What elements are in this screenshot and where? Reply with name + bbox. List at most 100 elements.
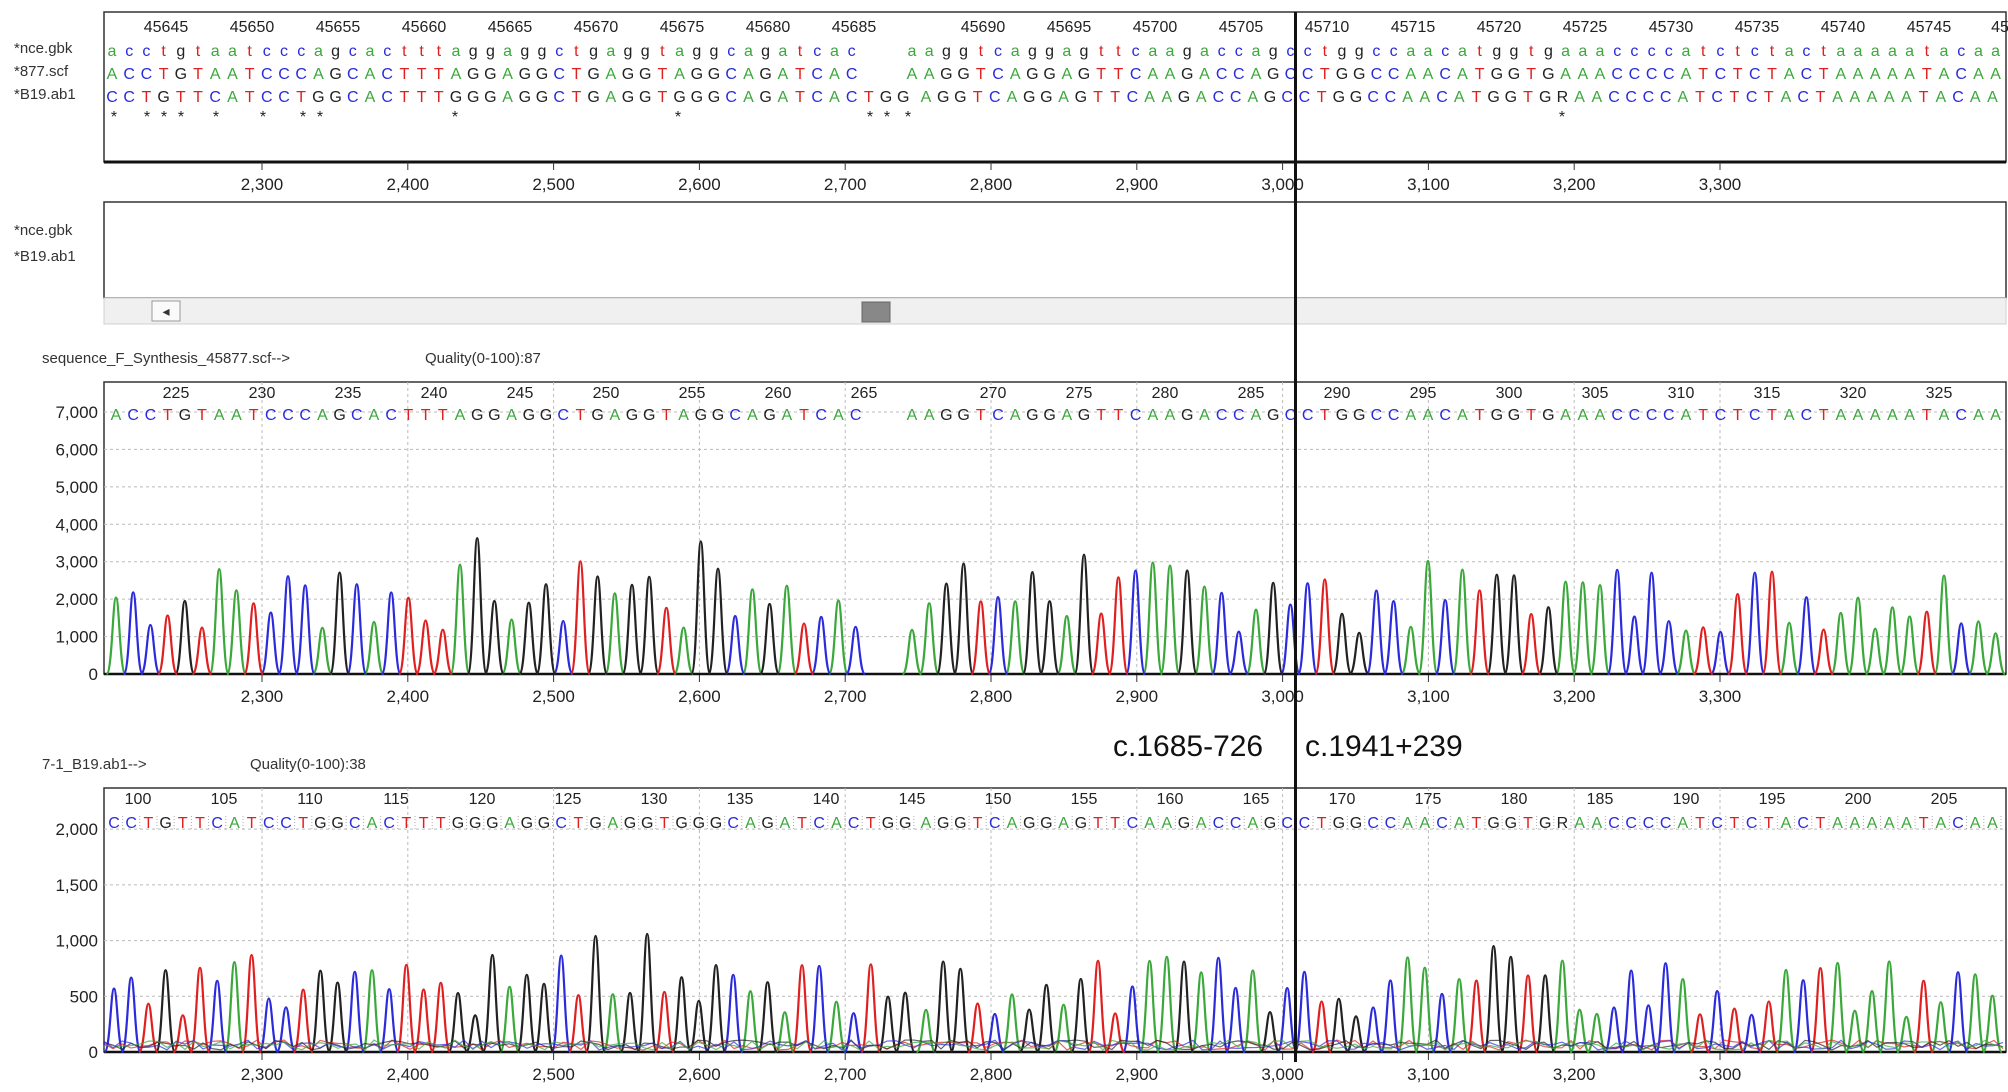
aligned-base: A [313,66,324,83]
overview-view[interactable]: ◂ [0,196,2008,336]
aligned-base: T [417,89,427,106]
base-position-number: 315 [1754,385,1781,402]
aligned-base: t [979,43,984,60]
base-position-number: 170 [1329,791,1356,808]
aligned-base: T [976,66,986,83]
aligned-base: A [1402,89,1413,106]
c-signal-trace [103,954,1969,1054]
aligned-base: A [1058,89,1069,106]
aligned-base: t [798,43,803,60]
t-signal-trace [157,560,1938,676]
ref-position-number: 45645 [144,19,189,36]
called-base: A [1419,815,1430,832]
aligned-base: a [1148,43,1157,60]
y-tick-label: 2,000 [55,820,98,839]
called-base: A [1574,815,1585,832]
called-base: C [989,815,1001,832]
aligned-base: c [125,43,133,60]
aligned-base: C [295,66,307,83]
called-base: G [710,815,722,832]
called-base: T [1317,815,1327,832]
called-base: G [1264,815,1276,832]
aligned-base: G [954,89,966,106]
axis-tick-label: 3,300 [1699,175,1742,194]
called-base: A [1061,407,1072,424]
align-row-label[interactable]: *B19.ab1 [14,86,76,103]
axis-tick-label: 2,600 [678,687,721,706]
chromatogram-2[interactable]: 2,000 1,500 1,000 500 0 2,300 2,400 2,500 2,600 2… [0,776,2008,1092]
aligned-base: G [157,89,169,106]
ref-position-number: 45680 [746,19,791,36]
ref-position-number: 45725 [1563,19,1608,36]
called-base: A [504,815,515,832]
aligned-base: g [692,43,701,60]
called-base: C [1213,815,1225,832]
alignment-view[interactable]: 45645 45650 45655 45660 45665 45670 45675 45680… [0,0,2008,200]
aligned-base: A [1591,89,1602,106]
aligned-base: g [538,43,547,60]
called-base: A [1591,815,1602,832]
called-base: G [643,407,655,424]
ref-position-number: 45650 [230,19,275,36]
align-row-label[interactable]: *877.scf [14,63,69,80]
aligned-base: G [1023,89,1035,106]
called-base: G [1350,815,1362,832]
called-base: G [540,407,552,424]
aligned-base: T [142,89,152,106]
aligned-base: A [1144,89,1155,106]
aligned-base: a [1682,43,1691,60]
aligned-base: A [1973,66,1984,83]
aligned-base: C [1952,89,1964,106]
aligned-base: C [1213,89,1225,106]
called-base: A [1251,407,1262,424]
aligned-base: C [1230,89,1242,106]
called-base: T [1767,407,1777,424]
aligned-base: T [193,89,203,106]
aligned-base: t [196,43,201,60]
aligned-base: A [829,89,840,106]
called-base: G [538,815,550,832]
aligned-base: a [1871,43,1880,60]
called-base: C [813,815,825,832]
axis-tick-label: 3,100 [1407,687,1450,706]
called-base: T [797,815,807,832]
ref-position-number: 45745 [1907,19,1952,36]
aligned-base: C [992,66,1004,83]
called-base: T [249,407,259,424]
aligned-base: T [1526,66,1536,83]
called-base: T [163,407,173,424]
base-position-number: 110 [297,791,323,808]
called-base: G [695,407,707,424]
diff-mark: * [905,109,911,126]
aligned-base: A [605,66,616,83]
aligned-base: A [1835,66,1846,83]
ref-position-number: 45735 [1735,19,1780,36]
aligned-base: a [1062,43,1071,60]
align-row-label[interactable]: *nce.gbk [14,40,73,57]
y-tick-label: 5,000 [55,478,98,497]
called-base: T [1475,407,1485,424]
called-base: C [385,407,397,424]
aligned-base: G [329,89,341,106]
called-base: A [1454,815,1465,832]
called-base: G [1487,815,1499,832]
aligned-base: G [587,66,599,83]
position-cursor[interactable] [1294,12,1297,1062]
called-base: A [1884,815,1895,832]
aligned-base: A [1987,89,1998,106]
aligned-base: C [1611,66,1623,83]
diff-mark: * [144,109,150,126]
aligned-base: T [864,89,874,106]
called-base: T [178,815,188,832]
called-base: C [1385,815,1397,832]
called-base: G [1491,407,1503,424]
aligned-base: a [1596,43,1605,60]
base-position-number: 305 [1582,385,1609,402]
aligned-base: A [907,66,918,83]
diff-mark: * [213,109,219,126]
called-base: A [1196,815,1207,832]
base-position-number: 135 [727,791,754,808]
aligned-base: A [1061,66,1072,83]
chromatogram-1[interactable]: 7,000 6,000 5,000 4,000 3,000 2,000 1,000 0 2,30… [0,370,2008,715]
axis-tick-label: 2,500 [532,687,575,706]
